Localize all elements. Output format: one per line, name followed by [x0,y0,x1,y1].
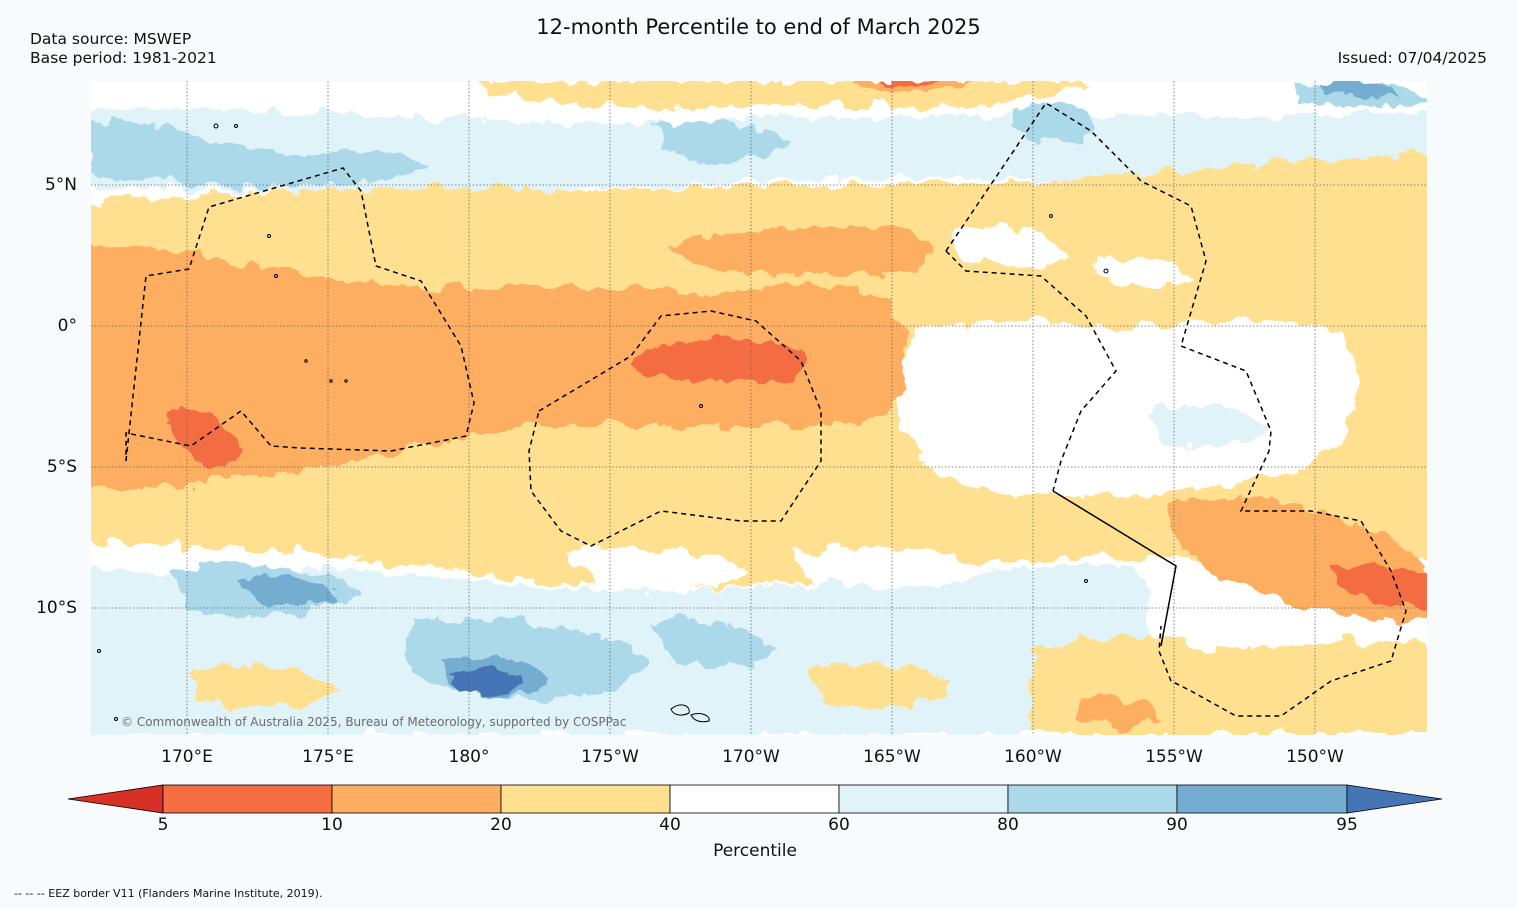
lon-label-160w: 160°W [1004,747,1062,767]
colorbar-tick-95: 95 [1336,815,1358,835]
colorbar-tick-80: 80 [997,815,1019,835]
colorbar-bin-10-20 [331,784,502,814]
colorbar-tick-10: 10 [321,815,343,835]
colorbar-extend-high [1346,784,1443,814]
colorbar-bin-80-90 [1007,784,1178,814]
colorbar-tick-20: 20 [490,815,512,835]
percentile-map [91,81,1427,735]
colorbar-bin-60-80 [838,784,1009,814]
colorbar-tick-40: 40 [659,815,681,835]
colorbar [67,784,1443,814]
lat-label-5n: 5°N [44,175,77,195]
colorbar-bin-40-60 [669,784,840,814]
lon-label-165w: 165°W [863,747,921,767]
data-source-label: Data source: MSWEP [30,30,192,48]
lon-label-175e: 175°E [302,747,354,767]
lon-label-170e: 170°E [161,747,213,767]
colorbar-extend-low [67,784,164,814]
colorbar-tick-5: 5 [157,815,169,835]
rainfall-percentile-field [91,81,1427,735]
lon-label-175w: 175°W [581,747,639,767]
lon-label-180: 180° [448,747,490,767]
colorbar-tick-60: 60 [828,815,850,835]
colorbar-tick-90: 90 [1166,815,1188,835]
colorbar-bin-20-40 [500,784,671,814]
lon-label-155w: 155°W [1145,747,1203,767]
islands [97,123,1109,723]
copyright-credit: © Commonwealth of Australia 2025, Bureau… [121,715,627,729]
map-canvas [91,81,1427,735]
colorbar-label: Percentile [713,841,797,861]
colorbar-bin-5-10 [162,784,333,814]
eez-borders [125,101,1407,717]
issued-date-label: Issued: 07/04/2025 [1337,49,1487,67]
lat-label-0: 0° [57,316,77,336]
eez-border-note: -- -- -- EEZ border V11 (Flanders Marine… [14,887,323,900]
base-period-label: Base period: 1981-2021 [30,49,217,67]
lon-label-150w: 150°W [1286,747,1344,767]
lat-label-5s: 5°S [46,457,77,477]
chart-title: 12-month Percentile to end of March 2025 [536,15,981,39]
colorbar-bin-90-95 [1176,784,1348,814]
lat-label-10s: 10°S [36,598,77,618]
lon-label-170w: 170°W [722,747,780,767]
graticule [91,81,1427,735]
